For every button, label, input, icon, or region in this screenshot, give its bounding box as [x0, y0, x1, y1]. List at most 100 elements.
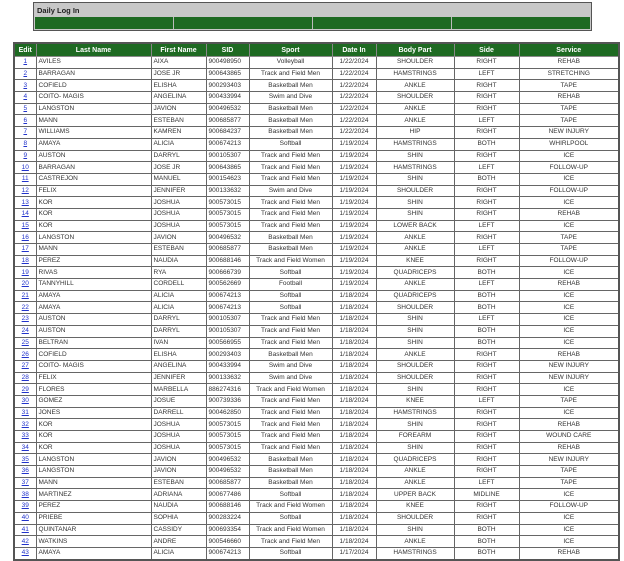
table-row: 43 AMAYA ALICIA 900674213 Softball 1/17/2024 H… — [13, 546, 620, 561]
edit-link[interactable]: 1 — [23, 58, 28, 66]
cell-last-name: AUSTON — [35, 324, 152, 338]
edit-link[interactable]: 40 — [21, 514, 29, 522]
edit-link[interactable]: 28 — [21, 373, 29, 381]
edit-link[interactable]: 9 — [23, 151, 28, 159]
cell-side: RIGHT — [453, 56, 520, 69]
column-header-date-in[interactable]: Date In — [331, 42, 377, 57]
cell-body-part: ANKLE — [375, 102, 455, 116]
table-row: 19 RIVAS RYA 900666739 Softball 1/19/2024 QUAD… — [13, 266, 620, 280]
edit-link[interactable]: 13 — [21, 198, 29, 206]
cell-last-name: RIVAS — [35, 266, 152, 280]
edit-link[interactable]: 36 — [21, 467, 29, 475]
cell-first-name: JENNIFER — [150, 371, 207, 385]
cell-first-name: DARRYL — [150, 324, 207, 338]
edit-link[interactable]: 2 — [23, 70, 28, 78]
edit-link[interactable]: 25 — [21, 338, 29, 346]
edit-link[interactable]: 43 — [21, 549, 29, 557]
cell-body-part: SHOULDER — [375, 91, 455, 104]
cell-date-in: 1/22/2024 — [331, 79, 377, 93]
edit-link[interactable]: 24 — [21, 327, 29, 335]
edit-link[interactable]: 34 — [21, 444, 29, 452]
cell-sport: Basketball Men — [248, 465, 333, 478]
edit-link[interactable]: 30 — [21, 397, 29, 405]
cell-body-part: KNEE — [375, 394, 455, 408]
column-header-sid[interactable]: SID — [205, 42, 250, 57]
column-header-last-name[interactable]: Last Name — [35, 42, 152, 57]
cell-side: RIGHT — [453, 254, 520, 268]
edit-link[interactable]: 5 — [23, 105, 28, 113]
edit-link[interactable]: 17 — [21, 245, 29, 253]
edit-link[interactable]: 29 — [21, 385, 29, 393]
cell-edit: 33 — [13, 430, 37, 443]
cell-first-name: JOSE JR — [150, 67, 207, 81]
column-header-edit[interactable]: Edit — [13, 42, 37, 57]
cell-first-name: JOSHUA — [150, 207, 207, 221]
table-row: 5 LANGSTON JAVION 900496532 Basketball Men 1/… — [13, 102, 620, 116]
column-header-body-part[interactable]: Body Part — [375, 42, 455, 57]
edit-link[interactable]: 31 — [21, 408, 29, 416]
panel-title: Daily Log In — [37, 6, 80, 15]
cell-body-part: ANKLE — [375, 535, 455, 548]
cell-sport: Basketball Men — [248, 243, 333, 256]
column-header-side[interactable]: Side — [453, 42, 520, 57]
edit-link[interactable]: 26 — [21, 350, 29, 358]
cell-last-name: LANGSTON — [35, 453, 152, 467]
edit-link[interactable]: 11 — [21, 175, 29, 183]
table-row: 4 COITO- MAGIS ANGELINA 900433994 Swim and D… — [13, 91, 620, 104]
edit-link[interactable]: 14 — [21, 210, 29, 218]
cell-service: TAPE — [518, 114, 620, 128]
edit-link[interactable]: 8 — [23, 140, 28, 148]
column-header-first-name[interactable]: First Name — [150, 42, 207, 57]
edit-link[interactable]: 10 — [21, 163, 29, 171]
cell-date-in: 1/18/2024 — [331, 465, 377, 478]
cell-body-part: SHIN — [375, 149, 455, 163]
cell-edit: 27 — [13, 359, 37, 373]
column-header-service[interactable]: Service — [518, 42, 620, 57]
cell-side: RIGHT — [453, 383, 520, 396]
edit-link[interactable]: 16 — [21, 233, 29, 241]
edit-link[interactable]: 27 — [21, 362, 29, 370]
edit-link[interactable]: 37 — [21, 479, 29, 487]
daily-log-in-panel: Daily Log In — [33, 2, 592, 31]
cell-side: LEFT — [453, 278, 520, 291]
cell-body-part: SHIN — [375, 313, 455, 326]
edit-link[interactable]: 41 — [21, 525, 29, 533]
edit-link[interactable]: 22 — [21, 303, 29, 311]
cell-sid: 900133632 — [205, 371, 250, 385]
cell-body-part: HAMSTRINGS — [375, 406, 455, 420]
cell-first-name: RYA — [150, 266, 207, 280]
cell-first-name: JAVION — [150, 465, 207, 478]
edit-link[interactable]: 23 — [21, 315, 29, 323]
edit-link[interactable]: 38 — [21, 490, 29, 498]
cell-date-in: 1/19/2024 — [331, 149, 377, 163]
cell-edit: 8 — [13, 137, 37, 151]
edit-link[interactable]: 20 — [21, 280, 29, 288]
edit-link[interactable]: 35 — [21, 455, 29, 463]
cell-body-part: LOWER BACK — [375, 219, 455, 233]
edit-link[interactable]: 3 — [23, 81, 28, 89]
cell-sid: 900105307 — [205, 313, 250, 326]
cell-first-name: JOSUE — [150, 394, 207, 408]
cell-service: ICE — [518, 219, 620, 233]
edit-link[interactable]: 42 — [21, 537, 29, 545]
cell-body-part: KNEE — [375, 500, 455, 513]
edit-link[interactable]: 12 — [21, 186, 29, 194]
edit-link[interactable]: 32 — [21, 420, 29, 428]
cell-first-name: ALICIA — [150, 546, 207, 561]
edit-link[interactable]: 33 — [21, 432, 29, 440]
edit-link[interactable]: 21 — [21, 292, 29, 300]
cell-body-part: SHOULDER — [375, 359, 455, 373]
cell-sid: 900674213 — [205, 546, 250, 561]
cell-last-name: BELTRAN — [35, 336, 152, 350]
cell-edit: 17 — [13, 243, 37, 256]
column-header-sport[interactable]: Sport — [248, 42, 333, 57]
edit-link[interactable]: 19 — [21, 268, 29, 276]
cell-edit: 12 — [13, 184, 37, 198]
edit-link[interactable]: 18 — [21, 257, 29, 265]
edit-link[interactable]: 39 — [21, 502, 29, 510]
edit-link[interactable]: 6 — [23, 116, 28, 124]
edit-link[interactable]: 4 — [23, 93, 28, 101]
edit-link[interactable]: 15 — [21, 221, 29, 229]
table-row: 3 COFIELD ELISHA 900293403 Basketball Men 1/2… — [13, 79, 620, 93]
edit-link[interactable]: 7 — [23, 128, 28, 136]
